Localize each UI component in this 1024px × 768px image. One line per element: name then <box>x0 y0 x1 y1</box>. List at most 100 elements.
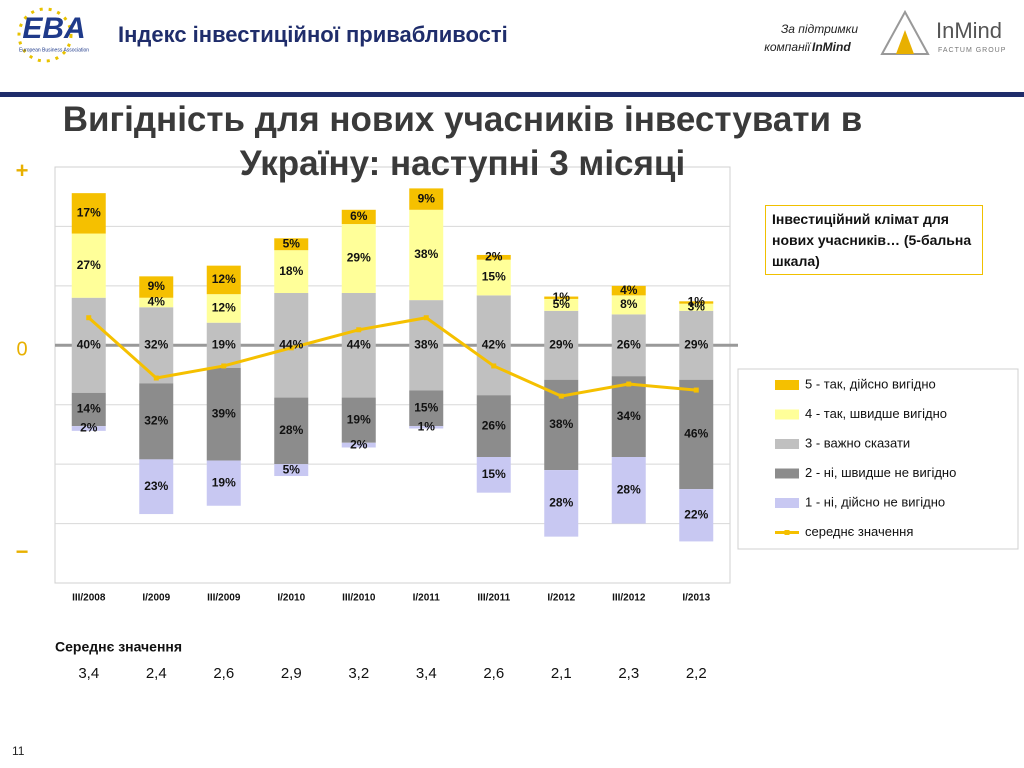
mean-marker <box>558 393 564 399</box>
legend-label: середнє значення <box>805 524 913 539</box>
bar-segment <box>206 322 241 368</box>
bar-segment <box>679 379 714 490</box>
bar-segment <box>139 459 174 515</box>
mean-marker <box>288 345 294 351</box>
bar-segment <box>611 295 646 315</box>
data-label: 26% <box>617 337 641 351</box>
mean-value: 2,9 <box>281 665 302 682</box>
data-label: 5% <box>553 297 571 311</box>
data-label: 12% <box>212 272 236 286</box>
bar-segment <box>476 457 511 493</box>
data-label: 12% <box>212 301 236 315</box>
bar-segment <box>71 392 106 427</box>
data-label: 9% <box>148 279 166 293</box>
data-label: 5% <box>283 236 301 250</box>
plot-area <box>54 166 731 584</box>
data-label: 2% <box>485 250 503 264</box>
mean-marker <box>86 315 92 321</box>
data-label: 3% <box>688 299 706 313</box>
bar-segment <box>71 426 106 431</box>
data-label: 1% <box>418 419 436 433</box>
data-label: 32% <box>144 337 168 351</box>
data-label: 2% <box>350 437 368 451</box>
annotation: Інвестиційний клімат для нових учасників… <box>765 205 983 275</box>
x-tick-label: I/2010 <box>277 593 305 604</box>
bar-segment <box>409 300 444 391</box>
data-label: 38% <box>549 417 573 431</box>
data-label: 19% <box>212 475 236 489</box>
legend-label: 4 - так, швидше вигідно <box>805 406 947 421</box>
x-tick-label: I/2011 <box>413 593 441 604</box>
bar-segment <box>611 285 646 296</box>
legend-swatch <box>775 439 799 449</box>
data-label: 28% <box>279 423 303 437</box>
data-label: 27% <box>77 258 101 272</box>
data-label: 2% <box>80 421 98 435</box>
data-label: 39% <box>212 406 236 420</box>
y-marker: − <box>16 539 29 564</box>
data-label: 14% <box>77 402 101 416</box>
support-text: За підтримки <box>781 22 858 36</box>
bar-segment <box>139 276 174 298</box>
data-label: 28% <box>549 496 573 510</box>
mean-value: 3,4 <box>78 665 99 682</box>
bar-segment <box>71 193 106 234</box>
inmind-caption: FACTUM GROUP <box>938 47 1006 54</box>
data-label: 40% <box>77 337 101 351</box>
x-tick-label: III/2012 <box>612 593 646 604</box>
bar-segment <box>139 383 174 460</box>
bar-segment <box>341 292 376 398</box>
bar-segment <box>476 259 511 296</box>
data-label: 28% <box>617 482 641 496</box>
legend-swatch <box>775 498 799 508</box>
mean-value: 3,4 <box>416 665 437 682</box>
bar-segment <box>544 470 579 537</box>
x-tick-label: I/2009 <box>142 593 170 604</box>
bar-segment <box>409 209 444 301</box>
bar-segment <box>341 442 376 448</box>
legend-label: 1 - ні, дійсно не вигідно <box>805 494 945 509</box>
bar-segment <box>611 457 646 524</box>
bar-segment <box>544 298 579 311</box>
bar-segment <box>71 233 106 298</box>
mean-value: 2,6 <box>213 665 234 682</box>
mean-value: 2,4 <box>146 665 167 682</box>
data-label: 18% <box>279 264 303 278</box>
inmind-mark <box>896 30 914 54</box>
bar-segment <box>206 265 241 295</box>
page-number: 11 <box>12 744 25 758</box>
slide-title: Вигідність для нових учасників інвестува… <box>62 100 863 183</box>
mean-marker <box>221 363 227 369</box>
x-tick-label: III/2008 <box>72 593 106 604</box>
bar-segment <box>409 390 444 427</box>
data-label: 4% <box>620 283 638 297</box>
y-marker: 0 <box>16 339 27 361</box>
data-label: 23% <box>144 479 168 493</box>
bar-segment <box>544 296 579 299</box>
legend-box <box>737 368 1019 550</box>
bar-segment <box>679 301 714 304</box>
bar-segment <box>341 224 376 293</box>
data-label: 34% <box>617 409 641 423</box>
data-label: 19% <box>347 412 371 426</box>
bar-segment <box>409 426 444 429</box>
bar-segment <box>274 238 309 251</box>
data-label: 8% <box>620 297 638 311</box>
mean-row-title: Середнє значення <box>55 639 182 655</box>
bar-segment <box>274 464 309 477</box>
bar-segment <box>341 397 376 443</box>
data-label: 38% <box>414 247 438 261</box>
mean-value: 2,1 <box>551 665 572 682</box>
data-label: 44% <box>347 337 371 351</box>
bar-segment <box>679 310 714 380</box>
legend-label: 5 - так, дійсно вигідно <box>805 376 936 391</box>
data-label: 1% <box>553 290 571 304</box>
bar-segment <box>206 294 241 323</box>
bar-segment <box>206 367 241 461</box>
bar-segment <box>679 303 714 311</box>
mean-line <box>87 316 697 398</box>
bar-segment <box>139 307 174 384</box>
inmind-logo: InMind <box>936 18 1002 43</box>
support-brand: InMind <box>812 40 851 54</box>
